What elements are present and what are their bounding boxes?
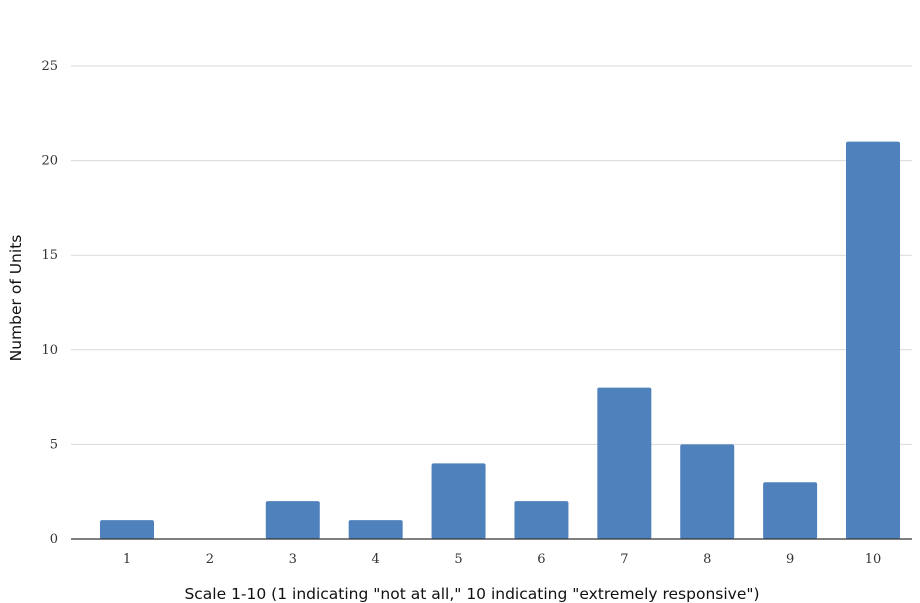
bar-1	[100, 520, 154, 539]
bars	[100, 141, 900, 539]
y-tick-label: 15	[41, 248, 58, 263]
x-tick-label: 3	[289, 552, 297, 567]
bar-10	[846, 141, 900, 539]
x-tick-label: 8	[703, 552, 711, 567]
y-tick-label: 0	[50, 532, 58, 547]
gridlines	[71, 65, 912, 445]
bar-6	[514, 501, 569, 539]
x-tick-label: 9	[786, 552, 794, 567]
bar-5	[431, 463, 486, 539]
y-tick-label: 25	[41, 59, 58, 74]
x-tick-label: 5	[454, 552, 462, 567]
y-tick-label: 5	[50, 437, 58, 452]
bar-9	[763, 482, 818, 539]
x-axis-title: Scale 1-10 (1 indicating "not at all," 1…	[184, 585, 759, 603]
bar-4	[348, 520, 403, 539]
x-tick-label: 10	[865, 552, 882, 567]
y-tick-label: 20	[41, 154, 58, 169]
x-tick-label: 2	[206, 552, 214, 567]
x-tick-label: 6	[537, 552, 545, 567]
x-tick-label: 4	[372, 552, 380, 567]
bar-7	[597, 387, 652, 539]
x-tick-labels: 1 2 3 4 5 6 7 8 9 10	[123, 552, 881, 567]
x-tick-label: 1	[123, 552, 131, 567]
x-tick-label: 7	[620, 552, 628, 567]
y-tick-label: 10	[41, 343, 58, 358]
y-tick-labels: 0 5 10 15 20 25	[41, 59, 58, 547]
bar-8	[680, 444, 735, 539]
y-axis-title: Number of Units	[7, 235, 25, 362]
bar-3	[265, 501, 320, 539]
